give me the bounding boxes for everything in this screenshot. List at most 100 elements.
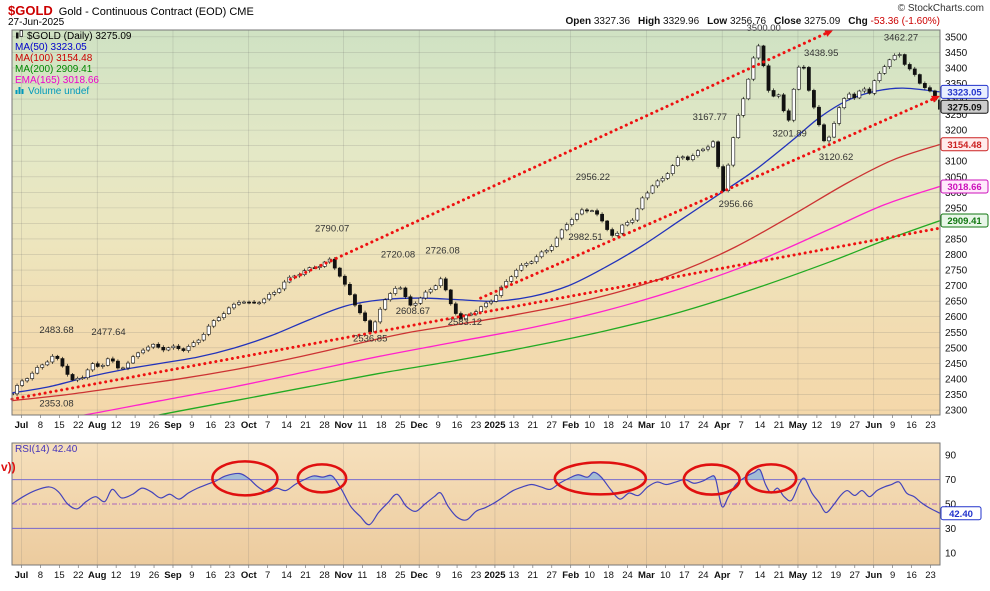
svg-text:3018.66: 3018.66 (947, 182, 981, 193)
svg-text:7: 7 (738, 570, 743, 581)
svg-text:2550: 2550 (945, 328, 968, 339)
svg-text:14: 14 (281, 570, 292, 581)
quote-value-high: 3329.96 (660, 16, 700, 27)
quote-label-high: High (638, 16, 661, 27)
quote-value-close: 3275.09 (801, 16, 841, 27)
svg-text:18: 18 (603, 420, 614, 431)
svg-text:3250: 3250 (945, 110, 968, 121)
svg-text:21: 21 (300, 420, 311, 431)
svg-text:Oct: Oct (241, 570, 258, 581)
svg-text:Mar: Mar (638, 570, 655, 581)
svg-text:3323.05: 3323.05 (947, 87, 982, 98)
svg-text:13: 13 (509, 570, 520, 581)
svg-text:11: 11 (357, 420, 367, 431)
svg-text:Nov: Nov (334, 420, 353, 431)
svg-text:17: 17 (679, 570, 690, 581)
quote-line: Open 3327.36 High 3329.96 Low 3256.76 Close… (558, 16, 940, 27)
svg-text:2353.08: 2353.08 (39, 399, 73, 410)
svg-text:3350: 3350 (945, 79, 968, 90)
quote-label-close: Close (774, 16, 802, 27)
svg-text:16: 16 (206, 420, 217, 431)
svg-text:18: 18 (376, 570, 387, 581)
svg-text:21: 21 (528, 420, 539, 431)
svg-text:18: 18 (603, 570, 614, 581)
rsi-overbought-circle (296, 463, 348, 494)
copyright-link[interactable]: © StockCharts.com (897, 3, 984, 14)
rsi-overbought-circle (682, 463, 741, 496)
svg-text:15: 15 (54, 570, 65, 581)
svg-text:19: 19 (831, 420, 842, 431)
svg-text:3500: 3500 (945, 32, 968, 43)
svg-text:3462.27: 3462.27 (884, 33, 918, 44)
svg-text:3201.89: 3201.89 (772, 129, 806, 140)
svg-text:25: 25 (395, 570, 406, 581)
svg-text:14: 14 (281, 420, 292, 431)
svg-text:50: 50 (945, 500, 957, 511)
svg-text:21: 21 (774, 570, 785, 581)
svg-text:30: 30 (945, 524, 957, 535)
main-panel-bg (12, 30, 940, 415)
svg-text:3500.00: 3500.00 (747, 23, 781, 34)
price-tags: 3323.05 3275.09 3154.48 3018.66 2909.41 (940, 84, 989, 228)
svg-text:Dec: Dec (410, 420, 427, 431)
svg-text:3120.62: 3120.62 (819, 152, 853, 163)
quote-value-chg: -53.36 (-1.60%) (867, 16, 941, 27)
svg-text:2726.08: 2726.08 (425, 246, 459, 257)
svg-text:24: 24 (698, 420, 709, 431)
svg-text:24: 24 (622, 570, 633, 581)
svg-text:11: 11 (357, 570, 367, 581)
svg-text:13: 13 (509, 420, 520, 431)
svg-text:May: May (789, 570, 808, 581)
svg-text:3275.09: 3275.09 (947, 102, 981, 113)
svg-text:16: 16 (906, 570, 917, 581)
legend-item-label: Volume undef (28, 86, 90, 97)
quote-value-open: 3327.36 (591, 16, 631, 27)
svg-text:2500: 2500 (945, 343, 968, 354)
svg-text:Jul: Jul (15, 420, 29, 431)
svg-text:12: 12 (812, 420, 823, 431)
svg-text:2720.08: 2720.08 (381, 249, 415, 260)
svg-text:2956.22: 2956.22 (576, 172, 610, 183)
svg-text:23: 23 (925, 420, 936, 431)
svg-text:3050: 3050 (945, 172, 968, 183)
trendline-arrowhead (931, 95, 940, 103)
svg-text:2025: 2025 (484, 570, 506, 581)
legend-item: $GOLD (Daily) 3275.09 (15, 30, 132, 42)
svg-text:2483.68: 2483.68 (39, 325, 73, 336)
svg-text:2909.41: 2909.41 (947, 216, 982, 227)
svg-text:3400: 3400 (945, 63, 968, 74)
svg-text:3200: 3200 (945, 126, 968, 137)
svg-text:25: 25 (395, 420, 406, 431)
svg-text:7: 7 (738, 420, 743, 431)
svg-text:12: 12 (111, 570, 122, 581)
svg-text:9: 9 (890, 420, 895, 431)
svg-text:2025: 2025 (484, 420, 506, 431)
svg-text:10: 10 (584, 420, 595, 431)
svg-text:2300: 2300 (945, 406, 968, 417)
quote-value-low: 3256.76 (727, 16, 767, 27)
ema165-line (80, 185, 940, 415)
chart-title: Gold - Continuous Contract (EOD) CME (58, 6, 254, 18)
trendlines (10, 28, 942, 401)
svg-text:19: 19 (831, 570, 842, 581)
svg-text:19: 19 (130, 420, 141, 431)
svg-text:3100: 3100 (945, 157, 968, 168)
svg-text:Jun: Jun (865, 420, 882, 431)
svg-text:2982.51: 2982.51 (568, 232, 602, 243)
svg-text:Aug: Aug (88, 570, 107, 581)
symbol: $GOLD (8, 3, 53, 18)
svg-text:15: 15 (54, 420, 65, 431)
svg-text:2800: 2800 (945, 250, 968, 261)
svg-text:23: 23 (471, 420, 482, 431)
svg-text:21: 21 (528, 570, 539, 581)
svg-text:70: 70 (945, 475, 957, 486)
svg-text:17: 17 (679, 420, 690, 431)
svg-text:23: 23 (225, 420, 236, 431)
candlesticks (12, 43, 940, 396)
legend-item: Volume undef (15, 86, 132, 97)
rsi-overbought-circle (211, 460, 279, 497)
svg-text:8: 8 (38, 570, 43, 581)
svg-text:9: 9 (435, 570, 440, 581)
rsi-indicator-label: RSI(14) 42.40 (15, 444, 78, 455)
